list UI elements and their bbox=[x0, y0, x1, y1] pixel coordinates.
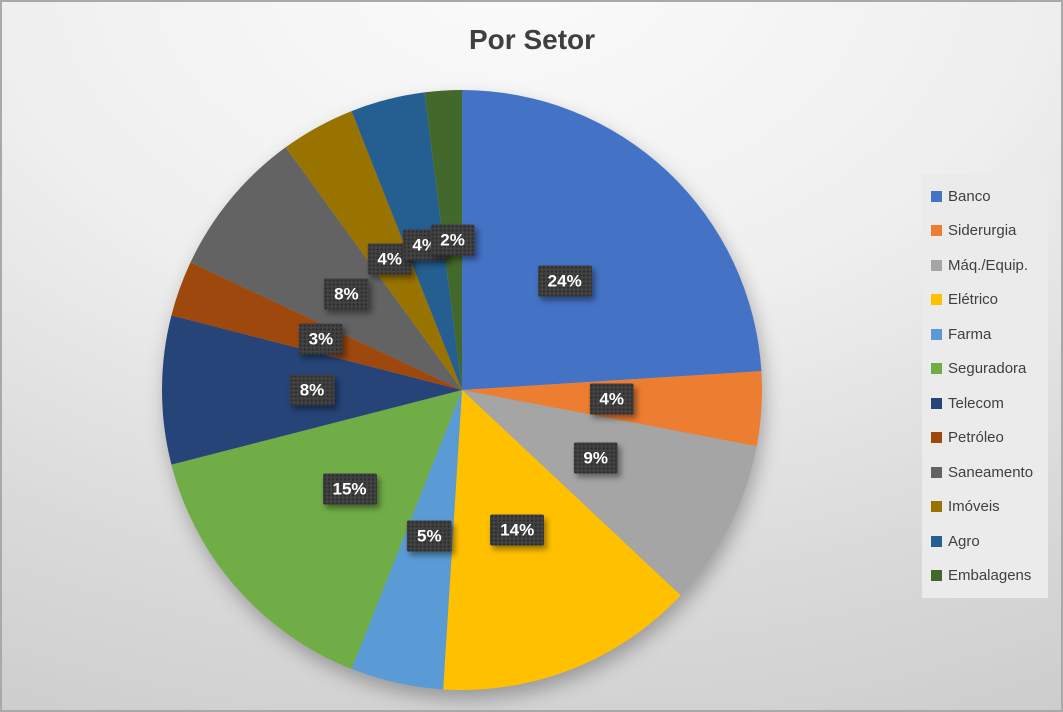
legend-label: Banco bbox=[948, 187, 991, 205]
legend-label: Embalagens bbox=[948, 567, 1032, 585]
legend-swatch-icon bbox=[931, 328, 942, 340]
legend-item-imoveis[interactable]: Imóveis bbox=[931, 498, 1046, 515]
legend-label: Siderurgia bbox=[948, 222, 1017, 240]
data-label-embalagens: 2% bbox=[430, 224, 475, 256]
legend-item-siderurgia[interactable]: Siderurgia bbox=[931, 222, 1046, 239]
data-label-maq-equip: 9% bbox=[573, 442, 618, 474]
legend-swatch-icon bbox=[931, 432, 942, 444]
data-label-banco: 24% bbox=[537, 265, 592, 297]
legend-item-saneamento[interactable]: Saneamento bbox=[931, 464, 1046, 481]
data-label-siderurgia: 4% bbox=[589, 383, 634, 415]
pie-slice-maq-equip[interactable] bbox=[462, 390, 757, 596]
legend-swatch-icon bbox=[931, 570, 942, 582]
legend-label: Agro bbox=[948, 532, 980, 550]
legend-item-maq-equip[interactable]: Máq./Equip. bbox=[931, 257, 1046, 274]
legend: Banco Siderurgia Máq./Equip. Elétrico Farma S… bbox=[922, 174, 1048, 598]
legend-label: Imóveis bbox=[948, 498, 1000, 516]
data-label-saneamento: 8% bbox=[324, 278, 369, 310]
data-label-petroleo: 3% bbox=[298, 323, 344, 355]
legend-item-embalagens[interactable]: Embalagens bbox=[931, 567, 1046, 584]
pie-slice-farma[interactable] bbox=[351, 390, 462, 690]
legend-item-telecom[interactable]: Telecom bbox=[931, 395, 1046, 412]
pie-slice-saneamento[interactable] bbox=[190, 147, 463, 390]
data-label-farma: 5% bbox=[407, 520, 452, 552]
data-label-telecom: 8% bbox=[289, 374, 335, 406]
legend-item-eletrico[interactable]: Elétrico bbox=[931, 291, 1046, 308]
legend-swatch-icon bbox=[931, 466, 942, 478]
chart-title: Por Setor bbox=[468, 24, 596, 55]
pie-slice-banco[interactable] bbox=[462, 90, 762, 390]
data-label-seguradora: 15% bbox=[322, 473, 377, 505]
legend-label: Telecom bbox=[948, 394, 1004, 412]
legend-swatch-icon bbox=[931, 501, 942, 513]
legend-item-petroleo[interactable]: Petróleo bbox=[931, 429, 1046, 446]
pie-slice-eletrico[interactable] bbox=[443, 390, 681, 691]
legend-label: Seguradora bbox=[948, 360, 1027, 378]
legend-swatch-icon bbox=[931, 294, 942, 306]
legend-label: Elétrico bbox=[948, 291, 999, 309]
legend-swatch-icon bbox=[931, 363, 942, 375]
legend-label: Petróleo bbox=[948, 429, 1004, 447]
legend-swatch-icon bbox=[931, 225, 942, 237]
legend-item-farma[interactable]: Farma bbox=[931, 326, 1046, 343]
legend-swatch-icon bbox=[931, 190, 942, 202]
legend-label: Farma bbox=[948, 325, 992, 343]
legend-item-agro[interactable]: Agro bbox=[931, 533, 1046, 550]
legend-label: Máq./Equip. bbox=[948, 256, 1029, 274]
pie-slice-seguradora[interactable] bbox=[171, 390, 462, 669]
legend-swatch-icon bbox=[931, 535, 942, 547]
data-label-imoveis: 4% bbox=[367, 243, 412, 275]
legend-item-banco[interactable]: Banco bbox=[931, 188, 1046, 205]
legend-label: Saneamento bbox=[948, 463, 1034, 481]
data-label-eletrico: 14% bbox=[490, 514, 545, 545]
legend-item-seguradora[interactable]: Seguradora bbox=[931, 360, 1046, 377]
legend-swatch-icon bbox=[931, 259, 942, 271]
legend-swatch-icon bbox=[931, 397, 942, 409]
